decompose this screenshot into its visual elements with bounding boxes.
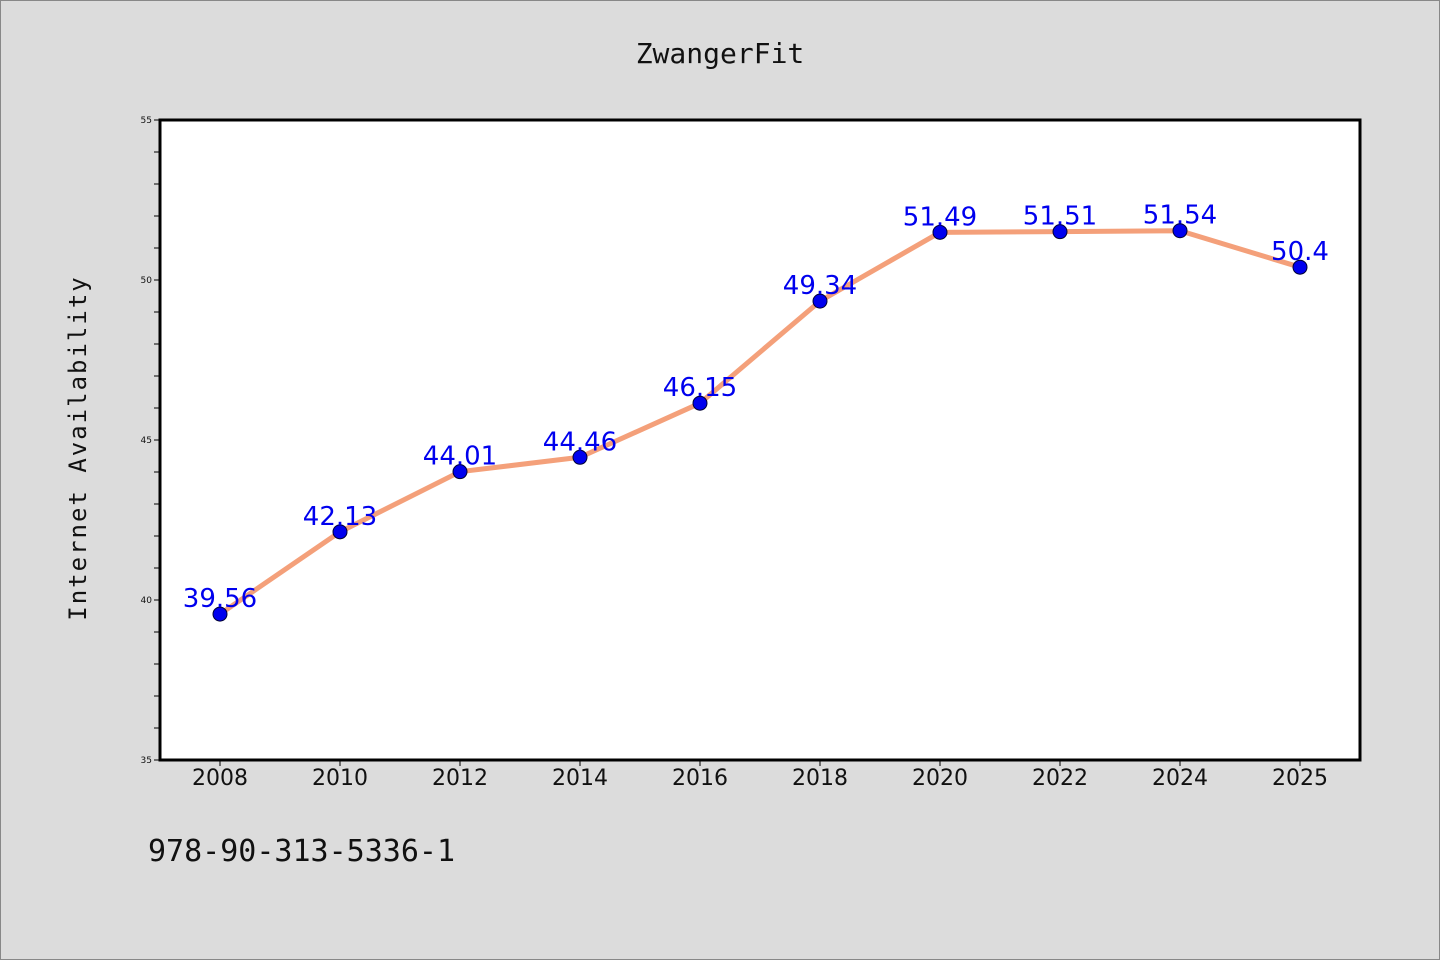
data-label: 42.13 [303,502,377,532]
data-point [572,449,588,465]
data-point [812,293,828,309]
x-tick-label: 2014 [552,766,608,791]
y-axis-label: Internet Availability [64,275,92,620]
x-tick-label: 2016 [672,766,728,791]
data-point [1172,223,1188,239]
data-label: 44.46 [543,427,617,457]
x-tick-label: 2012 [432,766,488,791]
data-label: 50.4 [1271,237,1329,267]
chart-title: ZwangerFit [636,37,805,70]
data-point [692,395,708,411]
data-label: 49.34 [783,271,857,301]
x-tick-label: 2022 [1032,766,1088,791]
y-tick-label: 45 [141,436,152,446]
y-tick-label: 50 [141,276,153,286]
data-point [332,524,348,540]
x-tick-label: 2018 [792,766,848,791]
data-point [932,224,948,240]
data-labels: 39.56 42.13 44.01 44.46 46.15 49.34 51.49 51.51… [183,201,1329,614]
x-tick-label: 2024 [1152,766,1208,791]
data-point [1292,259,1308,275]
series-line [217,228,1303,617]
x-tick-label: 2020 [912,766,968,791]
y-tick-label: 40 [141,596,153,606]
data-markers [212,223,1308,622]
data-point [452,464,468,480]
x-tick-labels: 2008 2010 2012 2014 2016 2018 2020 2022 2024 2025 [192,766,1328,791]
data-label: 46.15 [663,373,737,403]
footer-code: 978-90-313-5336-1 [148,834,456,869]
x-ticks [219,760,1301,766]
x-tick-label: 2025 [1272,766,1328,791]
data-label: 51.51 [1023,202,1097,232]
x-tick-label: 2008 [192,766,248,791]
data-point [212,606,228,622]
y-tick-labels: 35 40 45 50 55 [141,116,153,766]
y-minor-ticks [154,119,160,761]
y-tick-label: 35 [141,756,152,766]
data-label: 51.54 [1143,201,1217,231]
data-label: 51.49 [903,202,977,232]
data-label: 44.01 [423,442,497,472]
data-label: 39.56 [183,584,257,614]
x-tick-label: 2010 [312,766,368,791]
plot-area [158,118,1362,762]
y-tick-label: 55 [141,116,152,126]
data-point [1052,224,1068,240]
